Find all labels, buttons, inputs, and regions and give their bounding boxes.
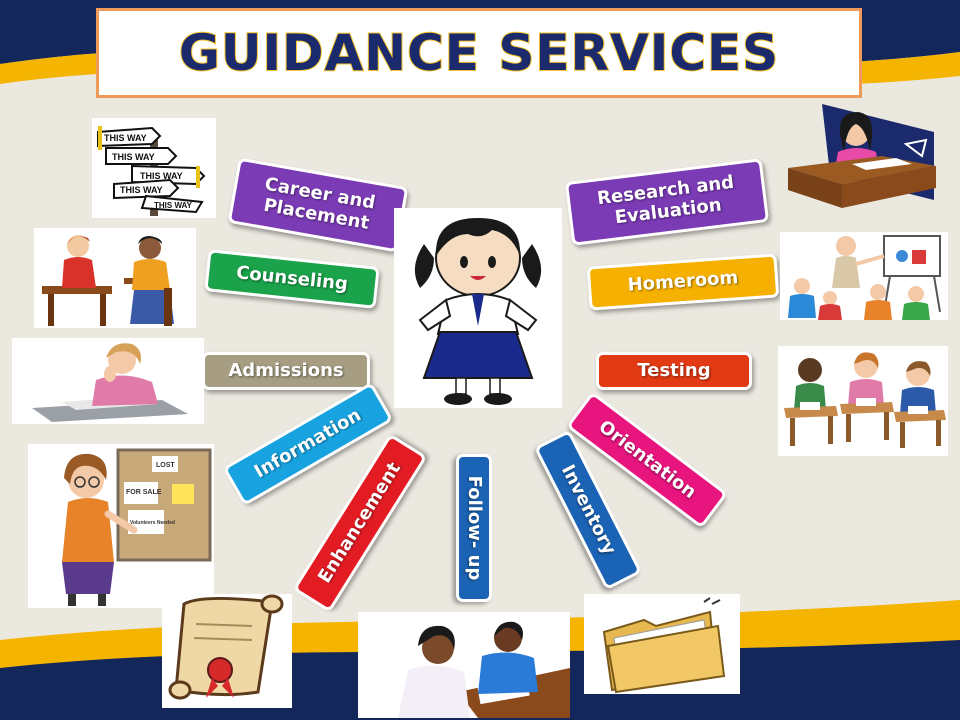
counseling-pair-icon bbox=[34, 228, 196, 328]
students-testing-icon bbox=[778, 346, 948, 456]
classroom-icon bbox=[780, 232, 948, 320]
sign-text: THIS WAY bbox=[104, 133, 147, 143]
service-label: Testing bbox=[637, 359, 711, 381]
service-label: Homeroom bbox=[626, 266, 739, 296]
board-note: LOST bbox=[156, 462, 175, 469]
board-note: Volunteers Needed bbox=[130, 520, 175, 526]
bulletin-board-woman-icon: LOST FOR SALE Volunteers Needed bbox=[28, 444, 214, 608]
service-label: Follow- up bbox=[464, 475, 486, 581]
service-label: Counseling bbox=[235, 261, 349, 295]
service-label: Research and Evaluation bbox=[596, 172, 736, 229]
diploma-scroll-icon bbox=[162, 594, 292, 708]
service-label: Admissions bbox=[228, 359, 344, 381]
service-testing: Testing bbox=[596, 352, 752, 390]
signpost-icon: THIS WAY THIS WAY THIS WAY THIS WAY THIS… bbox=[92, 118, 216, 218]
board-note: FOR SALE bbox=[126, 489, 162, 496]
page-title: GUIDANCE SERVICES bbox=[178, 23, 780, 83]
schoolgirl-icon bbox=[394, 208, 562, 408]
title-banner: GUIDANCE SERVICES bbox=[96, 8, 862, 98]
tutoring-icon bbox=[358, 612, 570, 718]
woman-at-desk-icon bbox=[786, 104, 942, 212]
sign-text: THIS WAY bbox=[140, 171, 183, 181]
sign-text: THIS WAY bbox=[112, 152, 155, 162]
sign-text: THIS WAY bbox=[120, 185, 163, 195]
service-follow-up: Follow- up bbox=[456, 454, 492, 602]
sign-text: THIS WAY bbox=[154, 201, 193, 210]
thinking-woman-icon bbox=[12, 338, 204, 424]
service-admissions: Admissions bbox=[202, 352, 370, 390]
folder-icon bbox=[584, 594, 740, 694]
